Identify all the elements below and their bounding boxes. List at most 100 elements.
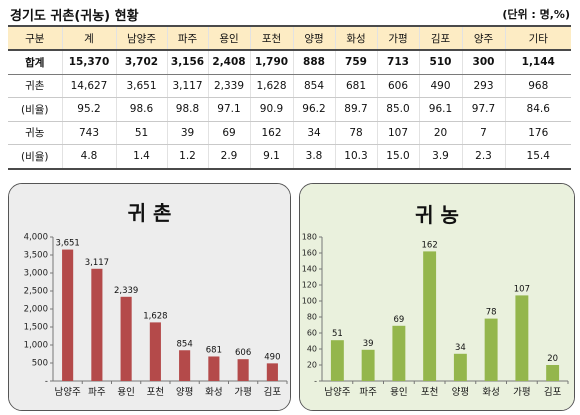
x-tick-label: 화성 xyxy=(482,387,499,398)
table-row-gwinong: 귀농 743 51 39 69 162 34 78 107 20 7 176 xyxy=(8,121,571,145)
table-cell: 20 xyxy=(419,121,463,145)
table-cell: 97.1 xyxy=(208,97,251,122)
bar xyxy=(330,340,344,381)
page-title: 경기도 귀촌(귀농) 현황 xyxy=(10,9,139,24)
bar xyxy=(149,322,161,381)
table-header-cell: 계 xyxy=(62,25,117,51)
bar xyxy=(179,350,191,381)
table-cell: 96.2 xyxy=(293,97,336,122)
table-cell: 1.4 xyxy=(116,144,168,170)
table-cell: 4.8 xyxy=(62,144,117,170)
table-cell: 2,408 xyxy=(208,49,251,75)
x-tick-label: 남양주 xyxy=(324,387,350,398)
table-cell: 84.6 xyxy=(505,97,571,122)
bar xyxy=(453,353,467,381)
data-label: 107 xyxy=(514,284,530,294)
table-cell: 98.6 xyxy=(116,97,168,122)
table-row-gwichon: 귀촌 14,627 3,651 3,117 2,339 1,628 854 68… xyxy=(8,74,571,98)
table-cell: 293 xyxy=(462,74,506,98)
table-cell: 9.1 xyxy=(250,144,294,170)
table-cell: 2.3 xyxy=(462,144,506,170)
y-tick-label: 160 xyxy=(302,249,317,258)
table-cell: 1,790 xyxy=(250,49,294,75)
stats-table: 구분 계 남양주 파주 용인 포천 양평 화성 가평 김포 양주 기타 합계 1… xyxy=(8,25,571,170)
table-header-cell: 포천 xyxy=(250,25,294,51)
x-tick-label: 화성 xyxy=(205,387,222,398)
table-row-gwinong-ratio: (비율) 4.8 1.4 1.2 2.9 9.1 3.8 10.3 15.0 3… xyxy=(8,144,571,170)
table-cell: 2,339 xyxy=(208,74,251,98)
x-tick-label: 파주 xyxy=(359,387,377,398)
data-label: 78 xyxy=(486,308,497,318)
bar xyxy=(237,359,249,381)
bar xyxy=(484,318,498,381)
table-cell: 15.4 xyxy=(505,144,571,170)
table-cell: 69 xyxy=(208,121,251,145)
y-tick-label: - xyxy=(314,377,317,386)
data-label: 20 xyxy=(547,354,558,364)
data-label: 3,117 xyxy=(85,258,109,268)
table-header-cell: 가평 xyxy=(377,25,420,51)
data-label: 69 xyxy=(393,315,404,325)
table-header-cell: 구분 xyxy=(8,25,63,51)
data-label: 490 xyxy=(264,352,280,362)
table-cell: 490 xyxy=(419,74,463,98)
bar xyxy=(392,325,406,381)
table-cell: 34 xyxy=(293,121,336,145)
y-tick-label: 2,000 xyxy=(24,305,48,315)
data-label: 51 xyxy=(332,329,343,339)
table-cell: 854 xyxy=(293,74,336,98)
table-cell: 14,627 xyxy=(62,74,117,98)
table-header-cell: 화성 xyxy=(335,25,378,51)
y-tick-label: 80 xyxy=(307,313,317,322)
y-tick-label: 120 xyxy=(302,281,317,290)
table-cell: 743 xyxy=(62,121,117,145)
gwichon-bar-chart: 귀 촌 - 500 1,000 1,500 2,000 2,500 3,000 3,500 4,0… xyxy=(9,184,290,410)
table-cell: 107 xyxy=(377,121,420,145)
table-cell: 606 xyxy=(377,74,420,98)
chart-background xyxy=(300,184,574,410)
data-label: 3,651 xyxy=(55,239,79,249)
table-cell: 162 xyxy=(250,121,294,145)
x-tick-label: 김포 xyxy=(544,386,562,398)
data-label: 162 xyxy=(422,240,438,250)
table-cell: 89.7 xyxy=(335,97,378,122)
chart-title: 귀 촌 xyxy=(128,201,172,225)
y-tick-label: 500 xyxy=(32,359,48,369)
table-cell: 1.2 xyxy=(167,144,209,170)
table-cell: 2.9 xyxy=(208,144,251,170)
x-tick-label: 남양주 xyxy=(55,387,81,398)
table-header-cell: 김포 xyxy=(419,25,463,51)
x-tick-label: 포천 xyxy=(421,387,438,398)
y-tick-label: 4,000 xyxy=(24,233,48,243)
table-cell: 888 xyxy=(293,49,336,75)
x-tick-label: 가평 xyxy=(513,387,530,398)
gwinong-chart-panel: 귀 농 - 20 40 60 80 100 120 140 160 180 51 남양주 39 파주 69 용인… xyxy=(299,183,575,411)
x-tick-label: 가평 xyxy=(234,387,251,398)
table-cell: 3,117 xyxy=(167,74,209,98)
table-cell: 39 xyxy=(167,121,209,145)
table-cell: 10.3 xyxy=(335,144,378,170)
x-tick-label: 김포 xyxy=(264,386,282,398)
table-cell: 97.7 xyxy=(462,97,506,122)
table-cell: 713 xyxy=(377,49,420,75)
table-cell: 96.1 xyxy=(419,97,463,122)
x-tick-label: 포천 xyxy=(147,387,164,398)
table-cell: 681 xyxy=(335,74,378,98)
gwichon-chart-panel: 귀 촌 - 500 1,000 1,500 2,000 2,500 3,000 3,500 4,0… xyxy=(8,183,291,411)
bar xyxy=(120,296,132,381)
chart-title: 귀 농 xyxy=(415,203,459,227)
table-header-cell: 양평 xyxy=(293,25,336,51)
data-label: 854 xyxy=(177,339,193,349)
bar xyxy=(62,249,74,381)
bar xyxy=(361,349,375,381)
table-header-cell: 양주 xyxy=(462,25,506,51)
bar xyxy=(91,268,103,381)
table-cell: 968 xyxy=(505,74,571,98)
y-tick-label: 40 xyxy=(307,345,317,354)
row-label: (비율) xyxy=(8,144,63,170)
y-tick-label: 140 xyxy=(302,265,317,274)
table-cell: 98.8 xyxy=(167,97,209,122)
y-tick-label: 1,500 xyxy=(24,323,48,333)
row-label: (비율) xyxy=(8,97,63,122)
data-label: 39 xyxy=(363,339,374,349)
